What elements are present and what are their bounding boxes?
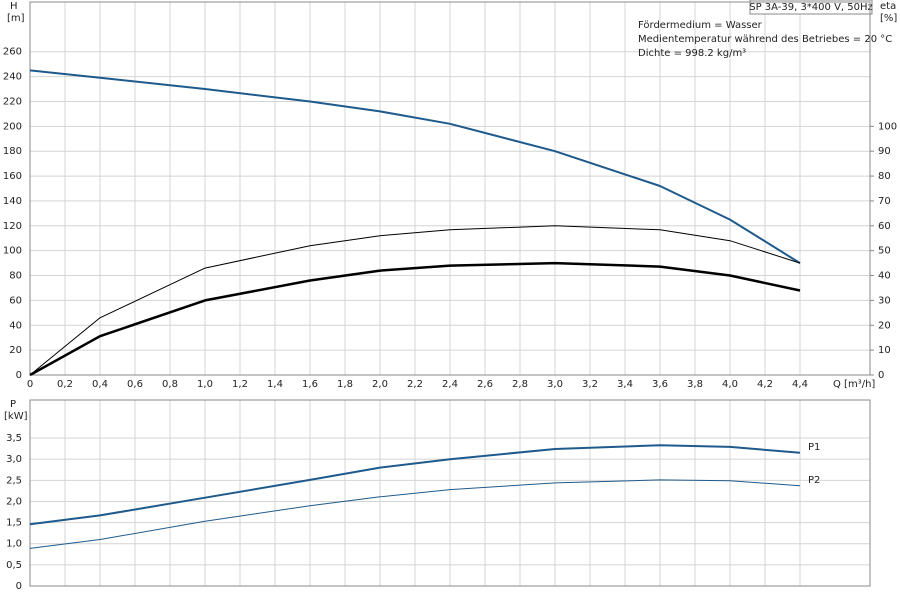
curve xyxy=(29,261,801,377)
y-tick-label: 2,0 xyxy=(6,496,22,507)
x-tick-label: 2,6 xyxy=(477,379,493,390)
y-tick-label: 120 xyxy=(3,221,22,232)
x-tick-label: 0,4 xyxy=(92,379,108,390)
x-tick-label: 0,8 xyxy=(162,379,178,390)
x-tick-label: 1,0 xyxy=(197,379,213,390)
chart-title: SP 3A-39, 3*400 V, 50Hz xyxy=(749,2,873,13)
x-tick-label: 4,0 xyxy=(722,379,738,390)
y2-tick-label: 50 xyxy=(878,246,891,257)
x-tick-label: 1,8 xyxy=(337,379,353,390)
series-label: P2 xyxy=(808,475,820,486)
x-tick-label: 4,2 xyxy=(757,379,773,390)
y-tick-label: 200 xyxy=(3,121,22,132)
y-tick-label: 1,0 xyxy=(6,539,22,550)
x-tick-label: 3,0 xyxy=(547,379,563,390)
y-tick-label: 160 xyxy=(3,171,22,182)
y-axis-label: P xyxy=(10,399,16,410)
curve xyxy=(29,69,801,264)
y-tick-label: 100 xyxy=(3,246,22,257)
y-tick-label: 3,0 xyxy=(6,454,22,465)
curve xyxy=(29,479,801,549)
x-axis-label: Q [m³/h] xyxy=(833,379,875,390)
y-tick-label: 60 xyxy=(9,295,22,306)
x-tick-label: 0,2 xyxy=(57,379,73,390)
x-tick-label: 4,4 xyxy=(792,379,808,390)
plot-frame xyxy=(29,399,871,587)
curve xyxy=(29,444,801,526)
y-tick-label: 180 xyxy=(3,146,22,157)
y-tick-label: 0,5 xyxy=(6,560,22,571)
y2-tick-label: 30 xyxy=(878,295,891,306)
x-tick-label: 3,8 xyxy=(687,379,703,390)
annotation: Dichte = 998.2 kg/m³ xyxy=(638,48,746,59)
x-tick-label: 1,6 xyxy=(302,379,318,390)
y-tick-label: 220 xyxy=(3,96,22,107)
x-tick-label: 2,4 xyxy=(442,379,458,390)
y-tick-label: 260 xyxy=(3,47,22,58)
title-box xyxy=(749,0,873,15)
x-tick-label: 2,0 xyxy=(372,379,388,390)
plot-frame xyxy=(29,1,871,376)
y2-tick-label: 60 xyxy=(878,221,891,232)
x-tick-label: 2,8 xyxy=(512,379,528,390)
y-tick-label: 40 xyxy=(9,320,22,331)
x-tick-label: 3,4 xyxy=(617,379,633,390)
y-tick-label: 3,5 xyxy=(6,433,22,444)
y2-tick-label: 20 xyxy=(878,320,891,331)
y-tick-label: 1,5 xyxy=(6,518,22,529)
x-tick-label: 0,6 xyxy=(127,379,143,390)
y2-tick-label: 90 xyxy=(878,146,891,157)
y2-tick-label: 0 xyxy=(878,370,884,381)
x-tick-label: 1,4 xyxy=(267,379,283,390)
y-tick-label: 240 xyxy=(3,72,22,83)
y-tick-label: 140 xyxy=(3,196,22,207)
y2-tick-label: 70 xyxy=(878,196,891,207)
y2-tick-label: 100 xyxy=(878,121,897,132)
y-tick-label: 80 xyxy=(9,271,22,282)
annotation: Fördermedium = Wasser xyxy=(638,20,763,31)
y2-axis-unit: [%] xyxy=(880,13,897,24)
y-tick-label: 0 xyxy=(16,370,22,381)
y-axis-label: H xyxy=(10,1,18,12)
series-label: P1 xyxy=(808,442,820,453)
y-tick-label: 0 xyxy=(16,581,22,592)
x-tick-label: 3,6 xyxy=(652,379,668,390)
y-axis-unit: [m] xyxy=(7,13,25,24)
x-tick-label: 1,2 xyxy=(232,379,248,390)
annotation: Medientemperatur während des Betriebes =… xyxy=(638,34,892,45)
x-tick-label: 2,2 xyxy=(407,379,423,390)
curve xyxy=(29,225,801,376)
y-tick-label: 20 xyxy=(9,345,22,356)
x-tick-label: 0 xyxy=(27,379,33,390)
y2-tick-label: 10 xyxy=(878,345,891,356)
y-axis-unit: [kW] xyxy=(4,411,28,422)
y2-tick-label: 40 xyxy=(878,271,891,282)
y2-tick-label: 80 xyxy=(878,171,891,182)
y2-axis-label: eta xyxy=(880,1,896,12)
x-tick-label: 3,2 xyxy=(582,379,598,390)
y-tick-label: 2,5 xyxy=(6,475,22,486)
